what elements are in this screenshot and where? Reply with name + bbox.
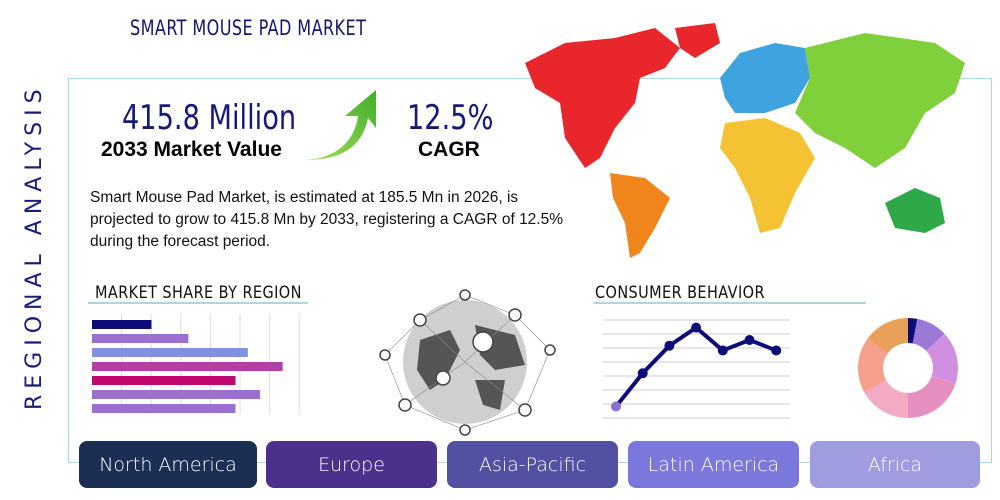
map-europe [720,43,810,113]
region-button-africa[interactable]: Africa [810,441,980,488]
consumer-behavior-heading: CONSUMER BEHAVIOR [595,283,765,303]
region-button-europe[interactable]: Europe [266,441,437,488]
line-point [664,340,675,351]
map-north-america [525,28,680,168]
line-point [771,345,782,356]
description: Smart Mouse Pad Market, is estimated at … [90,189,564,250]
region-button-north-america[interactable]: North America [79,441,257,488]
bar [92,348,248,357]
donut-slice [908,375,956,418]
market-share-bars [92,314,300,414]
map-greenland [675,23,720,58]
world-map [525,23,965,258]
line-point [637,368,648,379]
market-value-label: 2033 Market Value [101,138,282,161]
donut-slice [912,318,945,351]
bar [92,390,261,399]
consumer-donut-chart [858,318,958,418]
market-share-heading: MARKET SHARE BY REGION [95,283,302,303]
line-point [717,345,728,356]
map-oceania [885,188,945,233]
bar [92,404,236,413]
map-south-america [610,173,670,258]
bar [92,320,152,329]
map-africa [720,118,815,233]
donut-slice [867,318,908,354]
line-point [744,335,755,345]
region-button-latin-america[interactable]: Latin America [628,441,799,488]
bar [92,376,236,385]
page-title: SMART MOUSE PAD MARKET [130,16,367,40]
line-point [611,401,621,412]
donut-slice [858,338,888,393]
market-value: 415.8 Million [122,98,297,138]
donut-slice [908,318,918,344]
market-share-underline [88,302,308,304]
cagr-label: CAGR [418,138,480,161]
region-button-asia-pacific[interactable]: Asia-Pacific [447,441,618,488]
bar [92,362,283,371]
growth-arrow-icon [305,90,376,160]
side-label: REGIONAL ANALYSIS [22,83,47,410]
consumer-line-chart [603,319,790,419]
donut-slice [864,380,908,418]
cagr-value: 12.5% [407,98,494,138]
map-asia [795,33,965,168]
network-globe-icon [379,289,556,436]
donut-slice [926,333,958,384]
consumer-behavior-underline [594,302,866,304]
bar [92,334,189,343]
line-point [691,322,702,333]
